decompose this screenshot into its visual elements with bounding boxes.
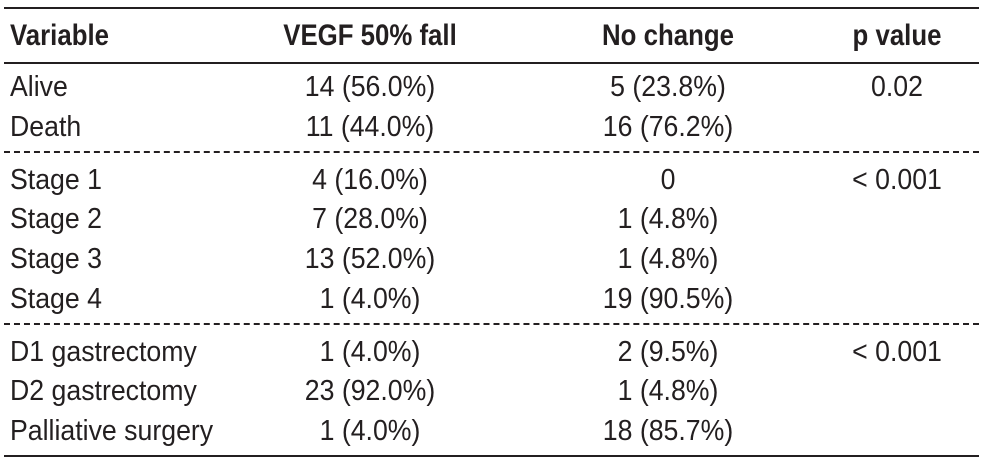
cell-p-value: < 0.001 xyxy=(852,164,942,196)
row-label: D1 gastrectomy xyxy=(10,336,197,368)
row-label: Stage 1 xyxy=(10,164,102,196)
cell-vegf-fall: 4 (16.0%) xyxy=(312,164,428,196)
cell-no-change: 1 (4.8%) xyxy=(617,243,719,275)
cell-no-change: 19 (90.5%) xyxy=(602,283,734,315)
row-label: Death xyxy=(10,111,82,143)
cell-vegf-fall: 23 (92.0%) xyxy=(304,375,436,407)
cell-no-change: 2 (9.5%) xyxy=(617,336,719,368)
cell-no-change: 18 (85.7%) xyxy=(602,415,734,447)
header-vegf-fall: VEGF 50% fall xyxy=(283,19,457,52)
bottom-rule xyxy=(4,455,979,457)
header-variable: Variable xyxy=(10,19,109,52)
group-divider xyxy=(4,151,979,153)
cell-vegf-fall: 1 (4.0%) xyxy=(319,336,421,368)
cell-vegf-fall: 11 (44.0%) xyxy=(305,111,435,143)
group-divider xyxy=(4,323,979,325)
cell-vegf-fall: 14 (56.0%) xyxy=(304,71,436,103)
row-label: Stage 3 xyxy=(10,243,102,275)
cell-no-change: 1 (4.8%) xyxy=(617,203,719,235)
cell-vegf-fall: 13 (52.0%) xyxy=(304,243,436,275)
header-no-change: No change xyxy=(602,19,734,52)
cell-vegf-fall: 7 (28.0%) xyxy=(312,203,428,235)
top-rule xyxy=(4,7,979,9)
cell-no-change: 5 (23.8%) xyxy=(610,71,726,103)
header-p-value: p value xyxy=(852,19,942,52)
row-label: D2 gastrectomy xyxy=(10,375,197,407)
header-rule xyxy=(4,62,979,64)
cell-p-value: < 0.001 xyxy=(852,336,942,368)
cell-p-value: 0.02 xyxy=(871,71,923,103)
cell-no-change: 16 (76.2%) xyxy=(602,111,734,143)
row-label: Stage 4 xyxy=(10,283,102,315)
cell-no-change: 1 (4.8%) xyxy=(617,375,719,407)
cell-no-change: 0 xyxy=(660,164,676,196)
row-label: Alive xyxy=(10,71,68,103)
row-label: Palliative surgery xyxy=(10,415,214,447)
row-label: Stage 2 xyxy=(10,203,102,235)
cell-vegf-fall: 1 (4.0%) xyxy=(319,415,421,447)
cell-vegf-fall: 1 (4.0%) xyxy=(319,283,421,315)
